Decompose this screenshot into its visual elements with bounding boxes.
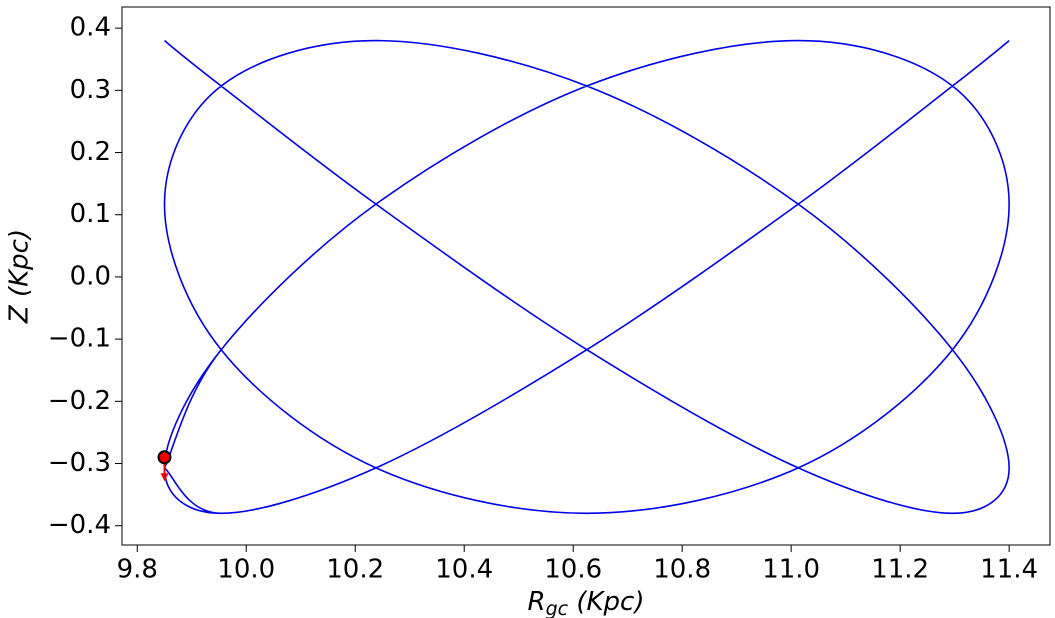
y-tick-label: −0.3 bbox=[48, 448, 111, 478]
y-tick-label: 0.3 bbox=[70, 75, 111, 105]
y-tick-label: 0.0 bbox=[70, 261, 111, 291]
x-tick-label: 10.0 bbox=[217, 555, 275, 585]
start-point bbox=[157, 450, 172, 465]
y-tick-label: −0.1 bbox=[48, 324, 111, 354]
x-tick-label: 10.8 bbox=[653, 555, 711, 585]
x-tick-label: 9.8 bbox=[117, 555, 158, 585]
x-label-rest: (Kpc) bbox=[568, 587, 644, 617]
plot-frame bbox=[121, 6, 1051, 546]
x-tick-label: 10.2 bbox=[326, 555, 384, 585]
y-axis-label: Z (Kpc) bbox=[5, 229, 35, 324]
y-tick-label: 0.4 bbox=[70, 13, 111, 43]
x-tick-label: 11.0 bbox=[762, 555, 820, 585]
x-tick-label: 11.2 bbox=[871, 555, 929, 585]
x-label-main: R bbox=[528, 587, 546, 617]
x-tick-label: 11.4 bbox=[980, 555, 1038, 585]
x-tick-label: 10.6 bbox=[544, 555, 602, 585]
y-tick-label: 0.2 bbox=[70, 137, 111, 167]
direction-arrow-head bbox=[160, 473, 169, 482]
y-tick-label: −0.2 bbox=[48, 386, 111, 416]
x-axis-label: Rgc (Kpc) bbox=[528, 587, 645, 618]
x-label-sub: gc bbox=[546, 598, 569, 618]
x-tick-label: 10.4 bbox=[435, 555, 493, 585]
y-tick-label: 0.1 bbox=[70, 199, 111, 229]
y-tick-label: −0.4 bbox=[48, 510, 111, 540]
orbit-line bbox=[163, 39, 1010, 515]
